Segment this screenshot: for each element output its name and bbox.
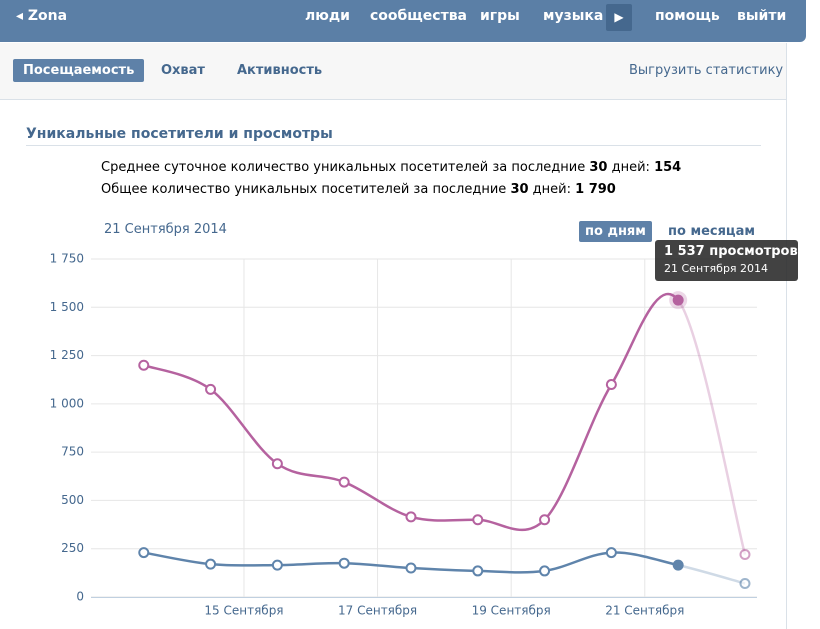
tab-active[interactable]: Посещаемость (13, 59, 145, 82)
stat-line: Общее количество уникальных посетителей … (101, 182, 616, 197)
x-tick-label: 17 Сентября (338, 604, 417, 618)
period-active[interactable]: по дням (579, 221, 652, 242)
stat-text: Общее количество уникальных посетителей … (101, 182, 507, 197)
point (539, 514, 551, 526)
plot-area (91, 259, 757, 597)
point (672, 559, 684, 571)
point (271, 559, 283, 571)
stat-days: 30 (589, 160, 608, 175)
point (405, 562, 417, 574)
player-button[interactable]: ▶ (606, 4, 632, 31)
tabs-bar: Посещаемость Охват Активность Выгрузить … (0, 43, 787, 100)
point (205, 383, 217, 395)
tooltip: 1 537 просмотров 21 Сентября 2014 (655, 240, 798, 281)
stat-text: дней: (611, 160, 650, 175)
point (672, 294, 684, 306)
point (539, 565, 551, 577)
content (0, 100, 787, 629)
date-link[interactable]: 21 Сентября 2014 (104, 222, 227, 237)
nav-link[interactable]: помощь (655, 8, 720, 24)
point (605, 547, 617, 559)
point (605, 379, 617, 391)
stat-text: дней: (532, 182, 571, 197)
y-tick-label: 750 (61, 445, 84, 459)
point (138, 547, 150, 559)
back-link[interactable]: ◂ Zona (16, 8, 68, 24)
x-tick-label: 15 Сентября (204, 604, 283, 618)
y-tick-label: 0 (76, 590, 84, 604)
tooltip-title: 1 537 просмотров (664, 244, 798, 259)
point (338, 557, 350, 569)
section-title: Уникальные посетители и просмотры (26, 126, 333, 142)
point (739, 577, 751, 589)
stat-line: Среднее суточное количество уникальных п… (101, 160, 681, 175)
stat-days: 30 (510, 182, 529, 197)
tab[interactable]: Активность (237, 63, 323, 78)
x-tick-label: 19 Сентября (472, 604, 551, 618)
point (138, 359, 150, 371)
y-tick-label: 1 000 (50, 396, 84, 410)
export-link[interactable]: Выгрузить статистику (629, 63, 784, 78)
stat-text: Среднее суточное количество уникальных п… (101, 160, 586, 175)
y-tick-label: 1 250 (50, 348, 84, 362)
period[interactable]: по месяцам (668, 224, 755, 239)
nav-link[interactable]: сообщества (370, 8, 468, 24)
tab[interactable]: Охват (161, 63, 205, 78)
tooltip-subtitle: 21 Сентября 2014 (664, 262, 769, 275)
y-tick-label: 500 (61, 493, 84, 507)
point (405, 511, 417, 523)
divider (26, 145, 761, 146)
line (143, 551, 746, 585)
x-tick-label: 21 Сентября (605, 604, 684, 618)
nav-link[interactable]: игры (480, 8, 520, 24)
header: ◂ Zona люди сообщества игры музыка ▶ пом… (0, 0, 806, 42)
stat-value: 1 790 (575, 182, 616, 197)
point (472, 514, 484, 526)
stat-value: 154 (654, 160, 682, 175)
y-tick-label: 1 750 (50, 252, 84, 266)
point (338, 476, 350, 488)
nav-link[interactable]: выйти (737, 8, 787, 24)
point (739, 549, 751, 561)
y-tick-label: 1 500 (50, 300, 84, 314)
back-text[interactable]: Zona (27, 8, 68, 24)
point (472, 565, 484, 577)
point (205, 558, 217, 570)
point (271, 458, 283, 470)
nav-link[interactable]: музыка (543, 8, 604, 24)
y-tick-label: 250 (61, 541, 84, 555)
nav-link[interactable]: люди (305, 8, 350, 24)
